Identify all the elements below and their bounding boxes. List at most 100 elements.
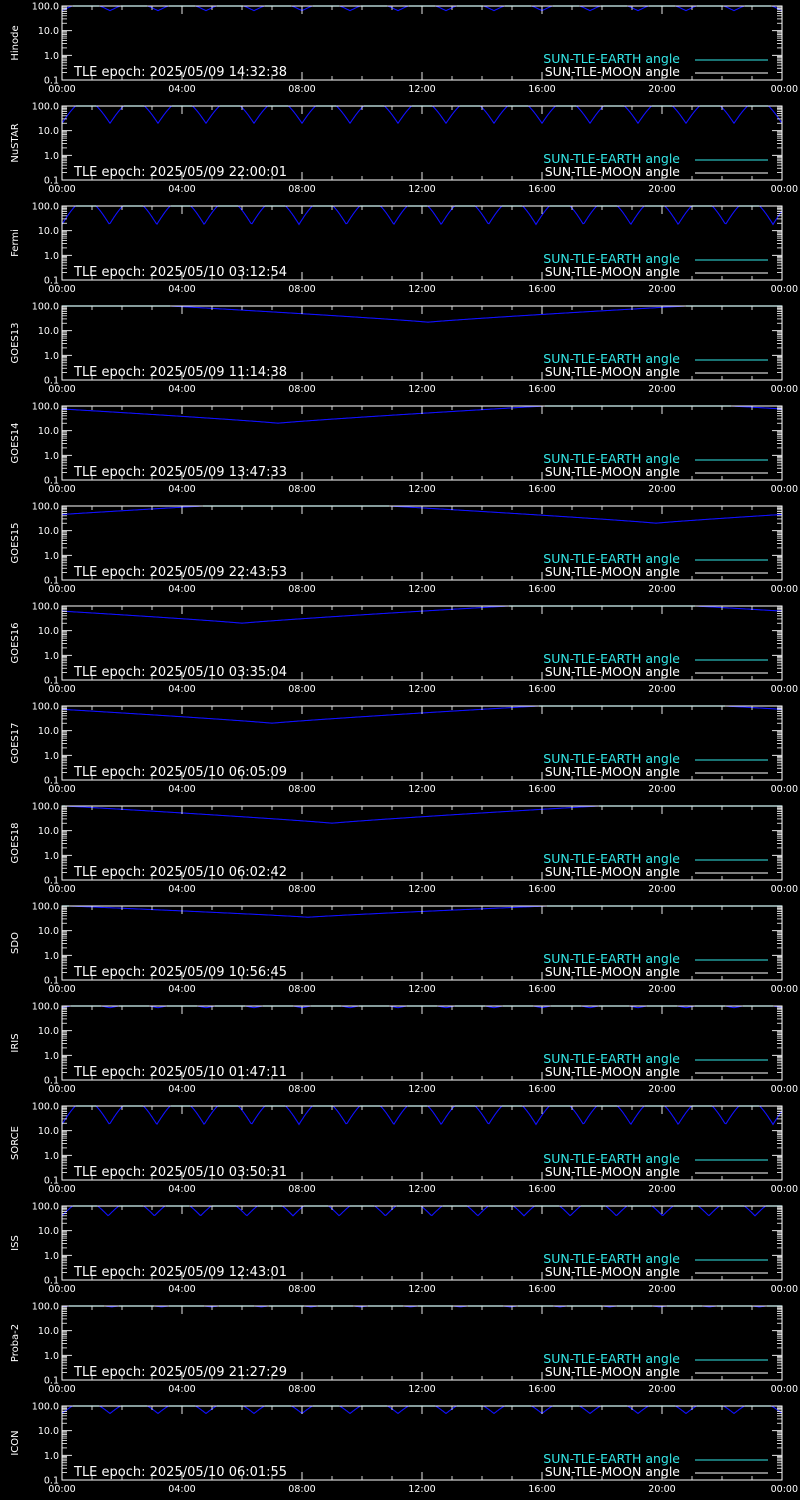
tle-epoch: TLE epoch: 2025/05/10 01:47:11 <box>73 1065 287 1080</box>
tle-epoch: TLE epoch: 2025/05/10 03:35:04 <box>73 665 287 680</box>
x-tick-label: 08:00 <box>288 984 315 995</box>
x-tick-label: 04:00 <box>168 484 195 495</box>
x-tick-label: 04:00 <box>168 684 195 695</box>
x-tick-label: 20:00 <box>648 584 675 595</box>
legend-moon-label: SUN-TLE-MOON angle <box>545 764 681 779</box>
tle-epoch: TLE epoch: 2025/05/09 22:00:01 <box>73 165 287 180</box>
x-tick-label: 12:00 <box>408 284 435 295</box>
tle-epoch: TLE epoch: 2025/05/09 11:14:38 <box>73 365 287 380</box>
y-tick-label: 1.0 <box>44 951 59 962</box>
y-tick-label: 100.0 <box>32 1002 59 1013</box>
x-tick-label: 04:00 <box>168 784 195 795</box>
x-tick-label: 00:00 <box>48 84 75 95</box>
x-tick-label: 08:00 <box>288 284 315 295</box>
satellite-name: GOES14 <box>10 422 21 463</box>
x-tick-label: 08:00 <box>288 384 315 395</box>
y-tick-label: 1.0 <box>44 1451 59 1462</box>
x-tick-label: 16:00 <box>528 1284 555 1295</box>
tle-epoch: TLE epoch: 2025/05/09 13:47:33 <box>73 465 287 480</box>
x-tick-label: 16:00 <box>528 1484 555 1495</box>
legend-earth-label: SUN-TLE-EARTH angle <box>543 251 680 266</box>
y-tick-label: 100.0 <box>32 2 59 13</box>
y-tick-label: 100.0 <box>32 1102 59 1113</box>
y-tick-label: 0.1 <box>44 1276 59 1287</box>
x-tick-label: 00:00 <box>771 484 798 495</box>
x-tick-label: 12:00 <box>408 1384 435 1395</box>
x-tick-label: 00:00 <box>48 384 75 395</box>
x-tick-label: 04:00 <box>168 1084 195 1095</box>
y-tick-label: 0.1 <box>44 676 59 687</box>
x-tick-label: 00:00 <box>771 1384 798 1395</box>
x-tick-label: 00:00 <box>48 1384 75 1395</box>
satellite-name: NuSTAR <box>10 123 21 162</box>
legend-moon-label: SUN-TLE-MOON angle <box>545 964 681 979</box>
y-tick-label: 100.0 <box>32 1302 59 1313</box>
x-tick-label: 00:00 <box>771 784 798 795</box>
y-tick-label: 10.0 <box>38 1026 59 1037</box>
legend-moon-label: SUN-TLE-MOON angle <box>545 664 681 679</box>
legend-moon-label: SUN-TLE-MOON angle <box>545 164 681 179</box>
x-tick-label: 12:00 <box>408 1084 435 1095</box>
x-tick-label: 00:00 <box>771 84 798 95</box>
legend-earth-label: SUN-TLE-EARTH angle <box>543 1051 680 1066</box>
x-tick-label: 12:00 <box>408 984 435 995</box>
x-tick-label: 00:00 <box>771 1284 798 1295</box>
y-tick-label: 10.0 <box>38 1326 59 1337</box>
legend-earth-label: SUN-TLE-EARTH angle <box>543 1151 680 1166</box>
satellite-name: GOES15 <box>10 522 21 563</box>
satellite-name: IRIS <box>10 1033 21 1052</box>
panel-hinode: 0.1 1.0 10.0 100.0 00:00 04:00 08:00 12:00 16:00… <box>10 2 798 96</box>
x-tick-label: 12:00 <box>408 1184 435 1195</box>
panel-goes17: 0.1 1.0 10.0 100.0 00:00 04:00 08:00 12:00 16:00… <box>10 702 798 796</box>
x-tick-label: 12:00 <box>408 484 435 495</box>
x-tick-label: 16:00 <box>528 484 555 495</box>
x-tick-label: 16:00 <box>528 84 555 95</box>
y-tick-label: 100.0 <box>32 302 59 313</box>
y-tick-label: 1.0 <box>44 651 59 662</box>
legend-earth-label: SUN-TLE-EARTH angle <box>543 551 680 566</box>
x-tick-label: 08:00 <box>288 1284 315 1295</box>
y-tick-label: 0.1 <box>44 476 59 487</box>
y-tick-label: 10.0 <box>38 926 59 937</box>
x-tick-label: 04:00 <box>168 384 195 395</box>
x-tick-label: 08:00 <box>288 1484 315 1495</box>
x-tick-label: 08:00 <box>288 1184 315 1195</box>
satellite-name: GOES16 <box>10 622 21 663</box>
x-tick-label: 04:00 <box>168 1484 195 1495</box>
x-tick-label: 00:00 <box>48 684 75 695</box>
y-tick-label: 0.1 <box>44 176 59 187</box>
x-tick-label: 08:00 <box>288 184 315 195</box>
x-tick-label: 20:00 <box>648 1084 675 1095</box>
tle-epoch: TLE epoch: 2025/05/09 14:32:38 <box>73 65 287 80</box>
x-tick-label: 20:00 <box>648 1284 675 1295</box>
satellite-name: Fermi <box>10 229 21 257</box>
satellite-name: ICON <box>10 1430 21 1455</box>
y-tick-label: 10.0 <box>38 126 59 137</box>
panel-sdo: 0.1 1.0 10.0 100.0 00:00 04:00 08:00 12:00 16:00… <box>10 902 798 996</box>
y-tick-label: 0.1 <box>44 876 59 887</box>
y-tick-label: 10.0 <box>38 1126 59 1137</box>
x-tick-label: 16:00 <box>528 1384 555 1395</box>
x-tick-label: 20:00 <box>648 1184 675 1195</box>
x-tick-label: 12:00 <box>408 1284 435 1295</box>
legend-earth-label: SUN-TLE-EARTH angle <box>543 1351 680 1366</box>
y-tick-label: 0.1 <box>44 1376 59 1387</box>
legend-moon-label: SUN-TLE-MOON angle <box>545 864 681 879</box>
x-tick-label: 00:00 <box>48 1284 75 1295</box>
tle-epoch: TLE epoch: 2025/05/09 12:43:01 <box>73 1265 287 1280</box>
y-tick-label: 1.0 <box>44 1051 59 1062</box>
x-tick-label: 00:00 <box>771 384 798 395</box>
y-tick-label: 100.0 <box>32 402 59 413</box>
y-tick-label: 1.0 <box>44 351 59 362</box>
y-tick-label: 10.0 <box>38 226 59 237</box>
x-tick-label: 00:00 <box>771 984 798 995</box>
x-tick-label: 00:00 <box>771 884 798 895</box>
y-tick-label: 0.1 <box>44 1076 59 1087</box>
panel-iss: 0.1 1.0 10.0 100.0 00:00 04:00 08:00 12:00 16:00… <box>10 1202 798 1296</box>
x-tick-label: 12:00 <box>408 384 435 395</box>
x-tick-label: 08:00 <box>288 1384 315 1395</box>
y-tick-label: 10.0 <box>38 526 59 537</box>
x-tick-label: 12:00 <box>408 784 435 795</box>
y-tick-label: 0.1 <box>44 576 59 587</box>
